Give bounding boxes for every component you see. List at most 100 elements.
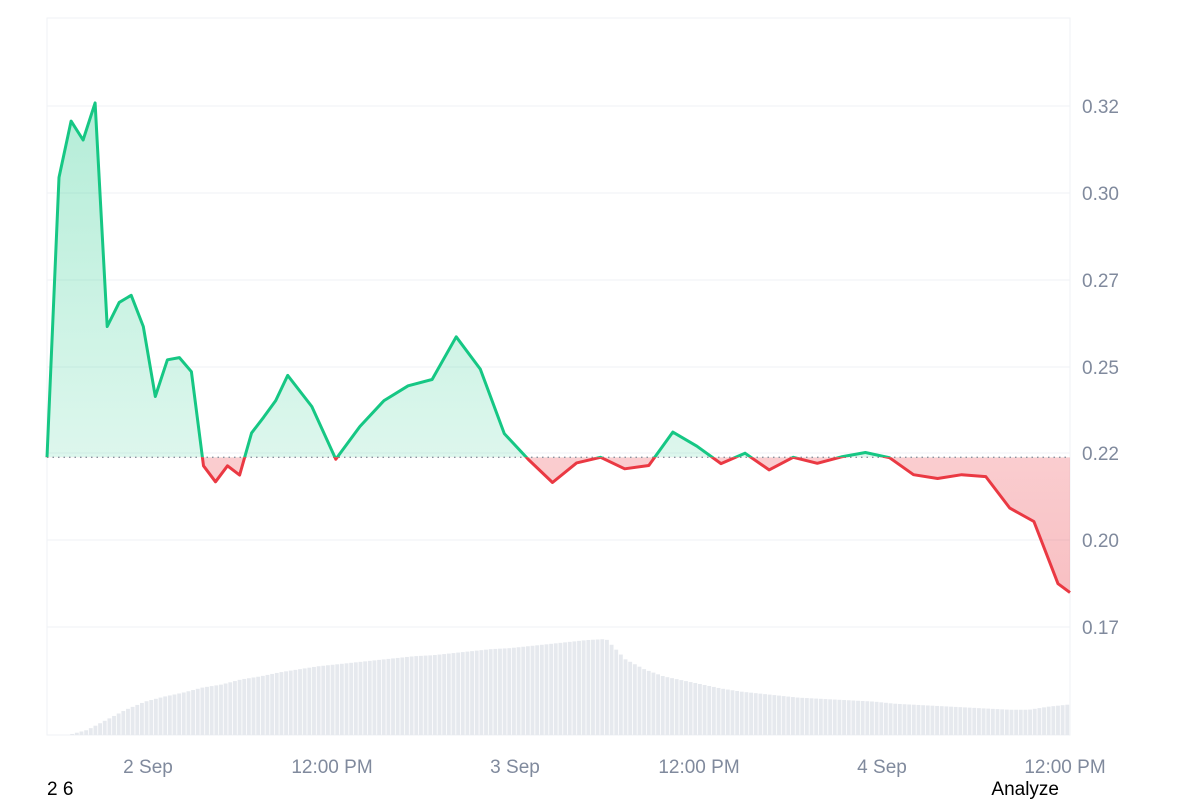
volume-bar (912, 705, 916, 735)
volume-bar (1014, 710, 1018, 735)
volume-bar (633, 664, 637, 735)
volume-bar (684, 681, 688, 735)
volume-bar (484, 650, 488, 735)
volume-bar (238, 680, 242, 735)
volume-bar (610, 645, 614, 735)
volume-bar (926, 705, 930, 735)
volume-bar (359, 662, 363, 735)
volume-bar (456, 653, 460, 735)
volume-bar (149, 700, 153, 735)
volume-bar (907, 704, 911, 735)
analyze-button[interactable]: Analyze (991, 779, 1059, 801)
volume-bar (377, 660, 381, 735)
volume-bar (717, 688, 721, 735)
volume-bar (977, 708, 981, 735)
volume-bar (619, 655, 623, 735)
volume-bar (675, 679, 679, 735)
volume-bar (972, 708, 976, 735)
volume-bar (224, 684, 228, 735)
volume-bar (847, 700, 851, 735)
grid-layer (47, 18, 1070, 735)
volume-bar (140, 703, 144, 735)
volume-bar (1061, 705, 1065, 735)
x-tick-label: 12:00 PM (291, 757, 372, 778)
volume-bar (921, 705, 925, 735)
volume-bar (196, 689, 200, 735)
volume-bar (447, 654, 451, 735)
volume-bar (75, 733, 79, 735)
volume-bar (219, 685, 223, 735)
volume-bar (577, 641, 581, 735)
volume-bar (810, 698, 814, 735)
volume-bar (875, 702, 879, 735)
volume-bar (772, 695, 776, 735)
volume-bar (563, 642, 567, 735)
volume-bar (177, 693, 181, 735)
volume-bar (331, 665, 335, 735)
volume-bar (935, 706, 939, 735)
volume-bar (121, 711, 125, 735)
volume-bar (210, 686, 214, 735)
volume-bar (944, 706, 948, 735)
volume-bar (293, 670, 297, 735)
volume-bar (442, 654, 446, 735)
volume-bar (963, 707, 967, 735)
volume-bar (521, 647, 525, 735)
volume-bar (517, 647, 521, 735)
volume-bar (284, 671, 288, 735)
volume-bar (256, 677, 260, 735)
x-tick-label: 12:00 PM (1024, 757, 1105, 778)
volume-bar (507, 648, 511, 735)
volume-bar (1042, 707, 1046, 735)
volume-bar (540, 645, 544, 735)
volume-bar (614, 650, 618, 735)
volume-bar (647, 671, 651, 735)
volume-bar (777, 696, 781, 735)
volume-bar (400, 657, 404, 735)
y-tick-label: 0.17 (1082, 618, 1119, 639)
volume-bar (498, 649, 502, 735)
volume-bar (326, 665, 330, 735)
x-tick-label: 4 Sep (857, 757, 907, 778)
volume-bar (466, 652, 470, 735)
volume-bar (545, 644, 549, 735)
x-tick-label: 2 Sep (123, 757, 173, 778)
y-tick-label: 0.20 (1082, 531, 1119, 552)
y-tick-label: 0.22 (1082, 444, 1119, 465)
volume-bar (842, 700, 846, 735)
volume-bar (782, 696, 786, 735)
volume-bar (996, 709, 1000, 735)
volume-bar (261, 676, 265, 735)
volume-bar (405, 657, 409, 735)
volume-bar (438, 655, 442, 735)
volume-bar (726, 690, 730, 735)
volume-bar (526, 646, 530, 735)
volume-bar (200, 688, 204, 735)
volume-bar (98, 723, 102, 735)
volume-bar (982, 708, 986, 735)
volume-bar (354, 662, 358, 735)
volume-bar (493, 649, 497, 735)
volume-bar (1065, 705, 1069, 735)
volume-bar (652, 673, 656, 735)
volume-bar (721, 689, 725, 735)
volume-bar (512, 648, 516, 735)
volume-bar (638, 667, 642, 735)
volume-bar (865, 701, 869, 735)
volume-bar (191, 690, 195, 735)
volume-bar (335, 664, 339, 735)
volume-bar (786, 697, 790, 735)
volume-bar (94, 726, 98, 735)
volume-bar (168, 695, 172, 735)
volume-bar (410, 656, 414, 735)
volume-bar (433, 655, 437, 735)
volume-bar (205, 687, 209, 735)
volume-bar (1024, 710, 1028, 735)
volume-bar (1028, 710, 1032, 735)
volume-bar (735, 691, 739, 735)
volume-bar (107, 718, 111, 735)
volume-bar (1005, 710, 1009, 735)
volume-bar (489, 649, 493, 735)
